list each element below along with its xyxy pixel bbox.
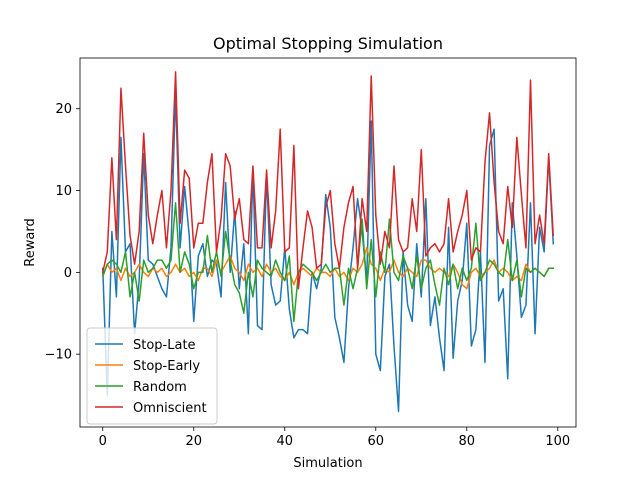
x-tick-label: 100 <box>545 434 570 449</box>
chart-title: Optimal Stopping Simulation <box>213 34 443 53</box>
legend: Stop-Late Stop-Early Random Omniscient <box>86 327 218 425</box>
y-axis-label: Reward <box>23 218 38 266</box>
y-tick-label: −10 <box>45 348 72 363</box>
legend-label: Stop-Late <box>133 338 196 353</box>
y-tick-label: 10 <box>55 184 72 199</box>
x-tick-label: 60 <box>368 434 385 449</box>
x-tick-label: 20 <box>185 434 202 449</box>
x-axis-label: Simulation <box>293 456 362 471</box>
y-tick-label: 20 <box>55 102 72 117</box>
legend-label: Stop-Early <box>133 359 200 374</box>
legend-label: Random <box>133 380 187 395</box>
x-tick-label: 80 <box>459 434 476 449</box>
plot-frame <box>79 57 577 428</box>
series-layer <box>101 71 555 413</box>
y-tick-label: 0 <box>64 266 72 281</box>
series-line-omniscient <box>101 71 555 290</box>
y-axis: −10 0 10 20 <box>45 102 80 363</box>
series-line-stop-early <box>101 247 554 290</box>
series-line-random <box>101 202 554 323</box>
legend-label: Omniscient <box>133 401 207 416</box>
x-tick-label: 40 <box>276 434 293 449</box>
x-tick-label: 0 <box>99 434 107 449</box>
legend-box <box>86 327 218 425</box>
x-axis: 0 20 40 60 80 100 <box>99 427 570 449</box>
